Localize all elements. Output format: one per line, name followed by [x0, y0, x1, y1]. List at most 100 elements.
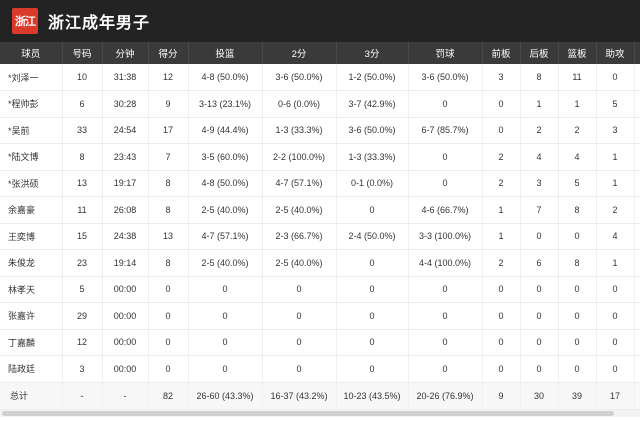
cell-defensive-rebounds: 1	[520, 90, 559, 118]
cell-points: 0	[148, 276, 189, 303]
table-row[interactable]: 朱俊龙 23 19:14 8 2-5 (40.0%) 2-5 (40.0%) 0 4-4 (1…	[0, 249, 640, 277]
cell-player-name[interactable]: *程帅彭	[0, 90, 63, 118]
column-header-total-rebound[interactable]: 篮板	[558, 42, 597, 64]
cell-points: 12	[148, 64, 189, 91]
cell-free-throws: 3-6 (50.0%)	[408, 64, 483, 91]
cell-jersey-number: 3	[62, 355, 103, 383]
column-header-defensive-rebound[interactable]: 后板	[520, 42, 559, 64]
cell-player-name[interactable]: 张嘉许	[0, 302, 63, 330]
cell-defensive-rebounds: 0	[520, 276, 559, 303]
cell-assists: 1	[596, 143, 635, 171]
cell-defensive-rebounds: 7	[520, 196, 559, 224]
cell-jersey-number: 15	[62, 223, 103, 250]
table-row[interactable]: *张洪硕 13 19:17 8 4-8 (50.0%) 4-7 (57.1%) 0-1 (0…	[0, 170, 640, 197]
cell-turnovers: 2	[634, 249, 640, 277]
cell-player-name[interactable]: 王奕博	[0, 223, 63, 250]
cell-turnovers: 0	[634, 329, 640, 356]
cell-player-name[interactable]: *张洪硕	[0, 170, 63, 197]
column-header-turnovers[interactable]: 失误	[634, 42, 640, 64]
cell-assists: 0	[596, 329, 635, 356]
cell-player-name[interactable]: *陆文博	[0, 143, 63, 171]
column-header-threepoint[interactable]: 3分	[336, 42, 409, 64]
cell-free-throws: 0	[408, 355, 483, 383]
cell-minutes: 31:38	[102, 64, 149, 91]
cell-jersey-number: 12	[62, 329, 103, 356]
cell-player-name[interactable]: 丁嘉麟	[0, 329, 63, 356]
total-turnovers: 11	[634, 382, 640, 409]
horizontal-scrollbar[interactable]	[0, 408, 640, 417]
cell-points: 0	[148, 302, 189, 330]
table-row[interactable]: 余嘉豪 11 26:08 8 2-5 (40.0%) 2-5 (40.0%) 0 4-6 (6…	[0, 196, 640, 224]
cell-jersey-number: 13	[62, 170, 103, 197]
table-row[interactable]: *吴前 33 24:54 17 4-9 (44.4%) 1-3 (33.3%) 3-6 (5…	[0, 117, 640, 144]
cell-three-points: 2-4 (50.0%)	[336, 223, 409, 250]
cell-offensive-rebounds: 2	[482, 249, 521, 277]
cell-two-points: 0	[262, 329, 337, 356]
cell-free-throws: 6-7 (85.7%)	[408, 117, 483, 144]
cell-defensive-rebounds: 0	[520, 329, 559, 356]
page-title: 浙江成年男子	[48, 15, 151, 32]
cell-player-name[interactable]: 林孝天	[0, 276, 63, 303]
column-header-number[interactable]: 号码	[62, 42, 103, 64]
cell-field-goals: 0	[188, 276, 263, 303]
cell-defensive-rebounds: 3	[520, 170, 559, 197]
cell-player-name[interactable]: *刘泽一	[0, 64, 63, 91]
cell-player-name[interactable]: *吴前	[0, 117, 63, 144]
cell-assists: 1	[596, 249, 635, 277]
cell-two-points: 2-5 (40.0%)	[262, 196, 337, 224]
total-defensive-rebounds: 30	[520, 382, 559, 409]
cell-total-rebounds: 11	[558, 64, 597, 91]
cell-total-rebounds: 8	[558, 196, 597, 224]
column-header-minutes[interactable]: 分钟	[102, 42, 149, 64]
cell-defensive-rebounds: 0	[520, 223, 559, 250]
total-field-goals: 26-60 (43.3%)	[188, 382, 263, 409]
column-header-points[interactable]: 得分	[148, 42, 189, 64]
column-header-offensive-rebound[interactable]: 前板	[482, 42, 521, 64]
cell-three-points: 0	[336, 196, 409, 224]
table-row[interactable]: *陆文博 8 23:43 7 3-5 (60.0%) 2-2 (100.0%) 1-3 (3…	[0, 143, 640, 171]
table-total-row: 总计 - -82 26-60 (43.3%) 16-37 (43.2%) 10-23 (4…	[0, 382, 640, 409]
total-total-rebounds: 39	[558, 382, 597, 409]
cell-two-points: 0	[262, 355, 337, 383]
cell-two-points: 2-5 (40.0%)	[262, 249, 337, 277]
column-header-fieldgoals[interactable]: 投篮	[188, 42, 263, 64]
cell-points: 7	[148, 143, 189, 171]
table-row[interactable]: *程帅彭 6 30:28 9 3-13 (23.1%) 0-6 (0.0%) 3-7 (42…	[0, 90, 640, 118]
boxscore-page: 浙江 浙江成年男子 球员 号码 分钟 得分 投篮 2分 3分 罚球 前板	[0, 0, 640, 417]
cell-points: 8	[148, 249, 189, 277]
cell-field-goals: 3-5 (60.0%)	[188, 143, 263, 171]
cell-minutes: 24:54	[102, 117, 149, 144]
column-header-assists[interactable]: 助攻	[596, 42, 635, 64]
cell-total-rebounds: 0	[558, 302, 597, 330]
cell-jersey-number: 11	[62, 196, 103, 224]
table-row[interactable]: *刘泽一 10 31:38 12 4-8 (50.0%) 3-6 (50.0%) 1-2 (…	[0, 64, 640, 91]
column-header-freethrow[interactable]: 罚球	[408, 42, 483, 64]
table-row[interactable]: 王奕博 15 24:38 13 4-7 (57.1%) 2-3 (66.7%) 2-4 (5…	[0, 223, 640, 250]
cell-player-name[interactable]: 余嘉豪	[0, 196, 63, 224]
column-header-twopoint[interactable]: 2分	[262, 42, 337, 64]
cell-player-name[interactable]: 陆政廷	[0, 355, 63, 383]
cell-three-points: 0	[336, 276, 409, 303]
column-header-player[interactable]: 球员	[0, 42, 63, 64]
cell-offensive-rebounds: 1	[482, 196, 521, 224]
boxscore-table-area: 球员 号码 分钟 得分 投篮 2分 3分 罚球 前板 后板 篮板 助攻 失误 *…	[0, 42, 640, 431]
cell-assists: 0	[596, 355, 635, 383]
boxscore-table: 球员 号码 分钟 得分 投篮 2分 3分 罚球 前板 后板 篮板 助攻 失误 *…	[0, 42, 640, 409]
cell-player-name[interactable]: 朱俊龙	[0, 249, 63, 277]
cell-assists: 0	[596, 302, 635, 330]
cell-jersey-number: 23	[62, 249, 103, 277]
cell-offensive-rebounds: 0	[482, 90, 521, 118]
cell-free-throws: 0	[408, 143, 483, 171]
cell-points: 8	[148, 170, 189, 197]
cell-offensive-rebounds: 1	[482, 223, 521, 250]
cell-total-rebounds: 1	[558, 90, 597, 118]
cell-offensive-rebounds: 3	[482, 64, 521, 91]
scrollbar-thumb[interactable]	[2, 410, 614, 416]
cell-field-goals: 0	[188, 329, 263, 356]
cell-assists: 5	[596, 90, 635, 118]
table-body: *刘泽一 10 31:38 12 4-8 (50.0%) 3-6 (50.0%) 1-2 (…	[0, 64, 640, 409]
